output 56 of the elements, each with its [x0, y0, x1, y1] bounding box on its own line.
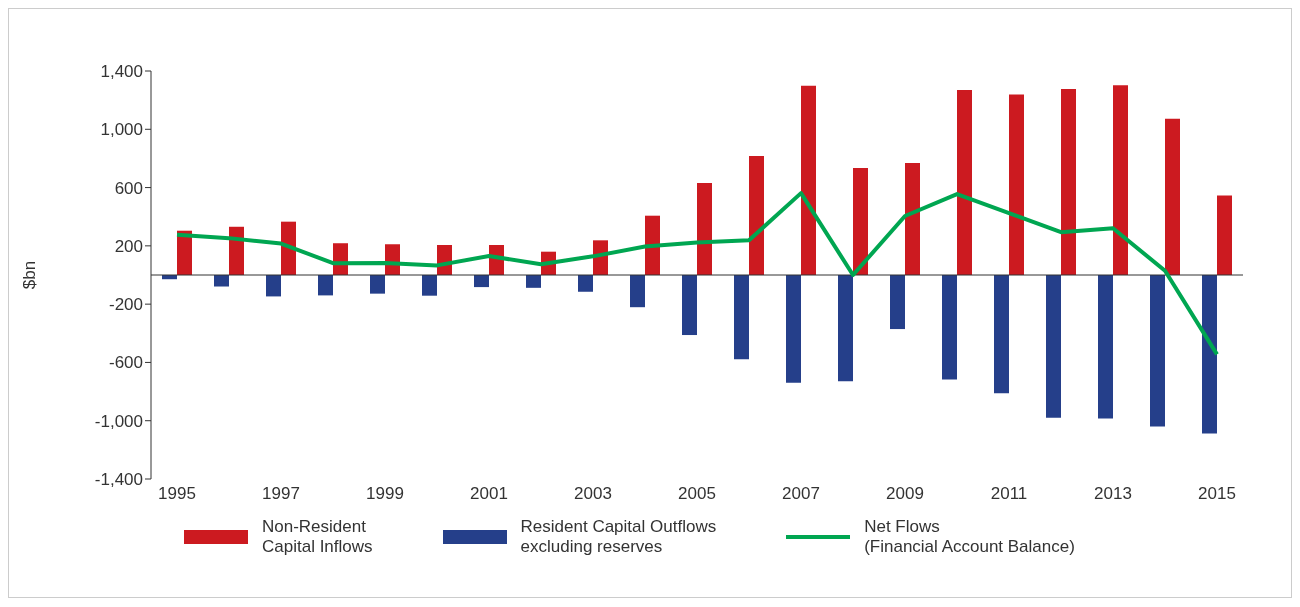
bar [697, 183, 712, 275]
legend-label: Resident Capital Outflows excluding reserves [520, 517, 717, 557]
line-series [175, 191, 1219, 357]
bar [422, 275, 437, 296]
bar [526, 275, 541, 288]
legend-label: Net Flows (Financial Account Balance) [864, 517, 1075, 557]
bar [801, 85, 816, 275]
bar [474, 275, 489, 288]
bar [318, 275, 333, 296]
bar [786, 275, 801, 383]
bar [994, 275, 1009, 394]
bar [942, 275, 957, 380]
bar [266, 275, 281, 297]
y-tick-label: 200 [114, 236, 143, 256]
y-tick-label: -1,000 [94, 411, 143, 431]
bar [682, 275, 697, 336]
x-tick-label: 2013 [1094, 484, 1132, 504]
bar [1217, 195, 1232, 275]
x-tick-label: 1999 [366, 484, 404, 504]
legend-label: Non-Resident Capital Inflows [262, 517, 373, 557]
bar [645, 215, 660, 275]
bar [734, 275, 749, 360]
x-tick-label: 2001 [470, 484, 508, 504]
bar [1150, 275, 1165, 427]
bar [1113, 85, 1128, 275]
bar [749, 155, 764, 275]
bar [1098, 275, 1113, 419]
bar [1165, 118, 1180, 275]
y-tick-label: -200 [108, 295, 143, 315]
x-tick-label: 2007 [782, 484, 820, 504]
x-tick-label: 2003 [574, 484, 612, 504]
x-tick-label: 2011 [990, 484, 1028, 504]
bar [1009, 94, 1024, 275]
x-tick-label: 2015 [1198, 484, 1236, 504]
bar [630, 275, 645, 308]
y-tick-label: -1,400 [94, 470, 143, 490]
y-tick-label: 600 [114, 178, 143, 198]
x-tick-label: 2005 [678, 484, 716, 504]
bar [890, 275, 905, 330]
y-tick-label: -600 [108, 353, 143, 373]
bar [214, 275, 229, 287]
y-axis-title: $bn [20, 260, 40, 290]
bar [957, 90, 972, 275]
bar [578, 275, 593, 292]
x-tick-label: 1997 [262, 484, 300, 504]
bar [1061, 89, 1076, 275]
bar [853, 168, 868, 275]
x-tick-label: 1995 [158, 484, 196, 504]
y-tick-label: 1,000 [100, 120, 143, 140]
bar [370, 275, 385, 294]
bar [838, 275, 853, 382]
bar [1046, 275, 1061, 418]
bar [905, 163, 920, 275]
y-tick-label: 1,400 [100, 62, 143, 82]
bar [1202, 275, 1217, 434]
x-tick-label: 2009 [886, 484, 924, 504]
